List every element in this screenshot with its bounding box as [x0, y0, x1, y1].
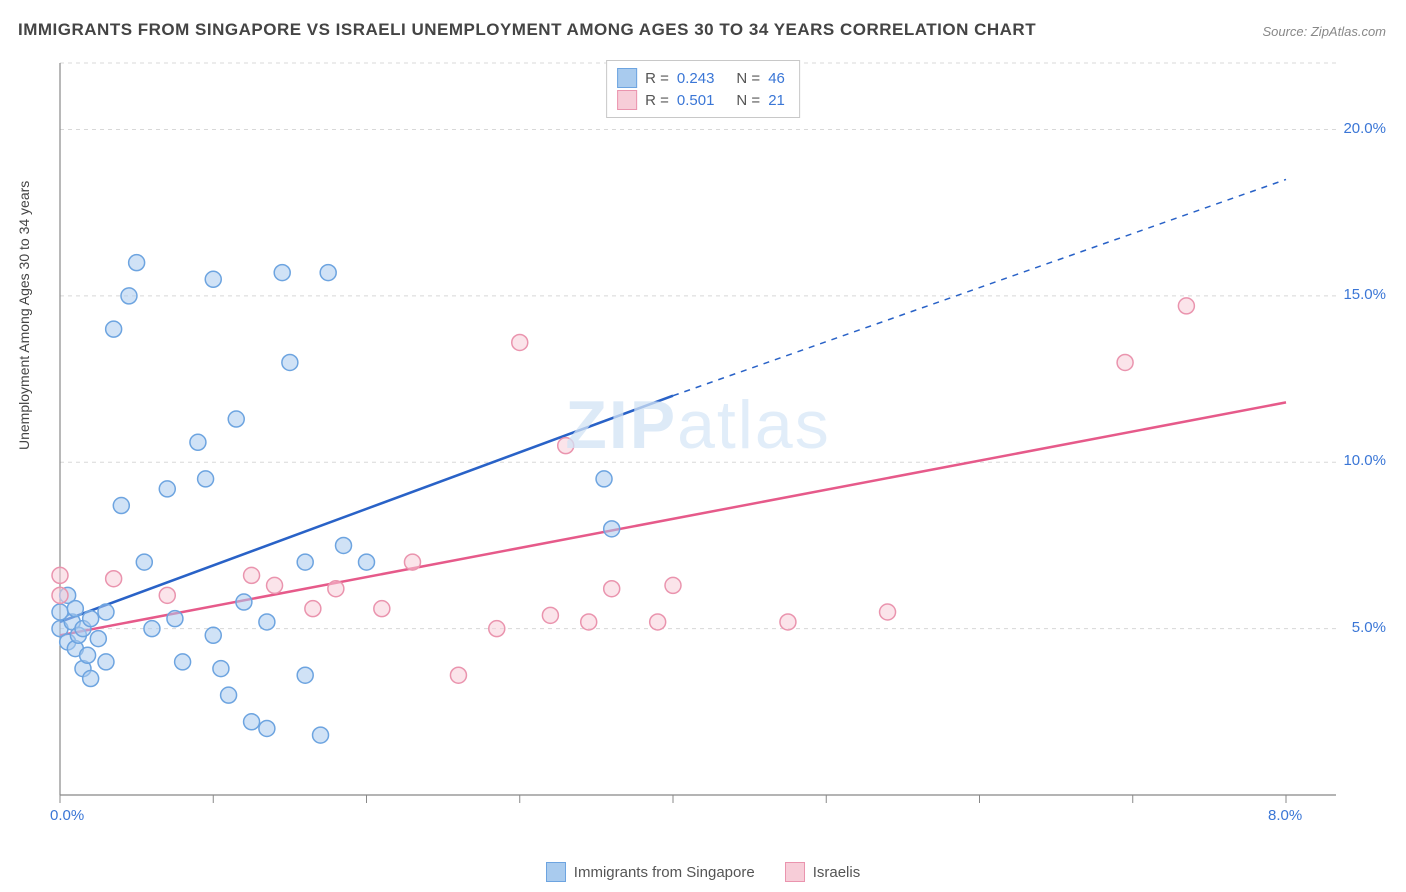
y-tick-label: 5.0%: [1352, 619, 1386, 636]
legend-stat-row: R =0.501 N =21: [617, 89, 785, 111]
y-tick-label: 10.0%: [1343, 452, 1386, 469]
legend-item: Immigrants from Singapore: [546, 862, 755, 882]
chart-title: IMMIGRANTS FROM SINGAPORE VS ISRAELI UNE…: [18, 20, 1036, 40]
legend-item: Israelis: [785, 862, 861, 882]
y-tick-label: 15.0%: [1343, 286, 1386, 303]
scatter-chart: [50, 55, 1346, 825]
chart-area: ZIPatlas: [50, 55, 1346, 825]
x-tick-max: 8.0%: [1268, 807, 1302, 824]
y-tick-label: 20.0%: [1343, 120, 1386, 137]
x-tick-min: 0.0%: [50, 807, 84, 824]
legend-series: Immigrants from Singapore Israelis: [0, 862, 1406, 882]
y-axis-label: Unemployment Among Ages 30 to 34 years: [16, 181, 32, 450]
legend-stat-row: R =0.243 N =46: [617, 67, 785, 89]
source-label: Source: ZipAtlas.com: [1262, 24, 1386, 39]
legend-stats: R =0.243 N =46 R =0.501 N =21: [606, 60, 800, 118]
